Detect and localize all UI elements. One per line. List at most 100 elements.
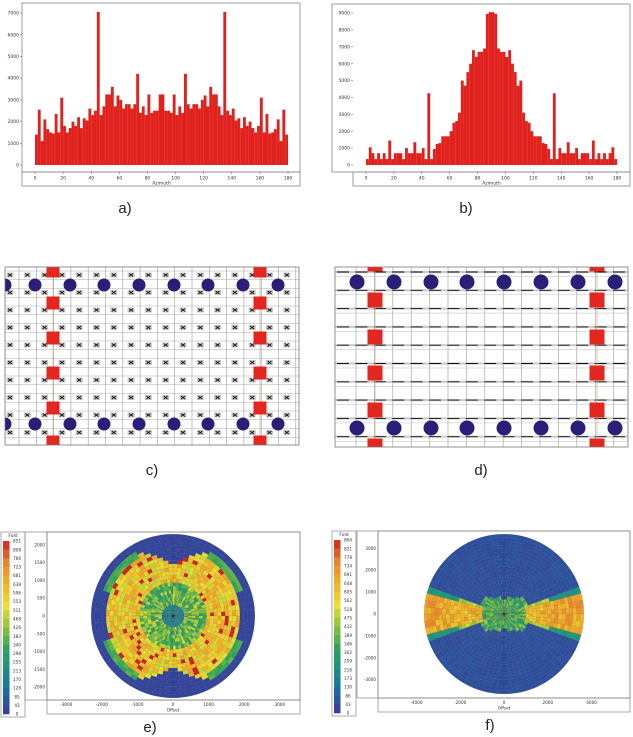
- fold-sector: [497, 679, 505, 684]
- fold-sector: [503, 541, 511, 546]
- fold-sector: [172, 600, 175, 606]
- colorbar-segment: [334, 652, 341, 662]
- receiver-cross: [42, 308, 47, 312]
- x-tick-label: 120: [529, 176, 538, 182]
- fold-sector: [503, 689, 512, 695]
- receiver-cross: [215, 413, 220, 417]
- fold-sector: [172, 660, 178, 665]
- fold-sector: [247, 615, 252, 623]
- colorbar-segment: [334, 626, 341, 636]
- fold-sector: [247, 609, 252, 617]
- blue-circle-marker: [201, 417, 215, 431]
- histogram-bar: [183, 73, 187, 165]
- colorbar-segment: [334, 635, 341, 645]
- fold-sector: [183, 615, 189, 618]
- fold-sector: [565, 613, 570, 620]
- fold-sector: [139, 615, 144, 620]
- y-tick-label: 1000: [365, 590, 376, 595]
- fold-sector: [168, 664, 174, 669]
- receiver-cross: [163, 343, 168, 347]
- fold-sector: [474, 611, 479, 615]
- histogram-bar: [248, 121, 252, 165]
- fold-sector: [172, 686, 180, 691]
- fold-sector: [532, 611, 537, 615]
- histogram-bar: [589, 159, 592, 165]
- histogram-bar: [54, 113, 58, 165]
- fold-sector: [498, 552, 505, 557]
- fold-sector: [500, 570, 505, 575]
- fold-sector: [456, 617, 462, 623]
- fold-sector: [169, 652, 174, 658]
- fold-sector: [449, 604, 455, 610]
- fold-sector: [239, 615, 244, 623]
- fold-sector: [213, 619, 218, 624]
- histogram-bar: [427, 93, 431, 165]
- fold-sector: [171, 626, 174, 632]
- legend-tick-label: 475: [344, 615, 352, 620]
- colorbar-segment: [334, 565, 341, 575]
- fold-sector: [172, 586, 176, 591]
- fold-sector: [224, 620, 229, 626]
- histogram-panel-a: 0 1000 2000 3000 4000 5000 6000 7000 0 20 40 60 80 10…: [8, 2, 301, 187]
- receiver-cross: [284, 378, 290, 382]
- histogram-bar: [366, 159, 369, 165]
- fold-sector: [172, 593, 176, 598]
- histogram-bar: [102, 106, 106, 165]
- histogram-bar: [572, 153, 576, 165]
- receiver-cross: [163, 378, 168, 382]
- fold-sector: [445, 613, 450, 620]
- receiver-cross: [76, 413, 82, 417]
- histogram-bar: [460, 80, 464, 165]
- fold-sector: [172, 537, 180, 542]
- red-square-marker: [367, 438, 383, 447]
- fold-sector: [525, 613, 530, 617]
- fold-sector: [163, 663, 169, 669]
- receiver-cross: [76, 395, 82, 400]
- fold-sector: [105, 615, 111, 622]
- receiver-cross: [111, 413, 117, 417]
- receiver-cross: [59, 290, 65, 295]
- receiver-cross: [25, 273, 30, 277]
- receiver-cross: [7, 273, 13, 277]
- histogram-bar: [374, 159, 378, 165]
- receiver-cross: [180, 343, 186, 347]
- x-axis-label: Offset: [498, 706, 511, 711]
- histogram-bar: [388, 140, 392, 165]
- histogram-bar: [139, 112, 142, 165]
- receiver-cross: [7, 325, 13, 330]
- blue-circle-marker: [349, 420, 365, 436]
- fold-sector: [139, 612, 144, 617]
- histogram-bar: [396, 153, 400, 165]
- receiver-cross: [198, 290, 203, 295]
- fold-sector: [434, 607, 439, 615]
- fold-sector: [498, 668, 505, 673]
- fold-sector: [172, 682, 180, 687]
- receiver-cross: [59, 395, 65, 400]
- fold-sector: [471, 613, 476, 617]
- blue-circle-marker: [28, 278, 42, 292]
- fold-sector: [489, 534, 498, 540]
- receiver-cross: [128, 343, 134, 347]
- fold-sector: [176, 575, 181, 580]
- fold-sector: [495, 566, 501, 572]
- fold-sector: [198, 618, 203, 622]
- blue-circle-marker: [533, 420, 549, 436]
- fold-sector: [172, 545, 180, 550]
- fold-sector: [463, 613, 468, 618]
- fold-sector: [158, 692, 167, 698]
- fold-sector: [135, 609, 141, 614]
- histogram-bar: [497, 48, 500, 165]
- histogram-bar: [105, 94, 109, 165]
- x-axis-label: Azimuth: [152, 181, 171, 187]
- legend-tick-label: 553: [13, 599, 21, 604]
- fold-sector: [166, 537, 174, 542]
- fold-sector: [495, 656, 501, 662]
- histogram-bar: [167, 110, 170, 165]
- receiver-cross: [76, 343, 82, 347]
- caption-f: f): [485, 717, 495, 734]
- fold-sector: [561, 613, 566, 620]
- fold-sector: [498, 548, 505, 553]
- legend-tick-label: 468: [13, 616, 21, 621]
- fold-sector: [453, 617, 458, 623]
- legend-tick-label: 766: [13, 556, 21, 561]
